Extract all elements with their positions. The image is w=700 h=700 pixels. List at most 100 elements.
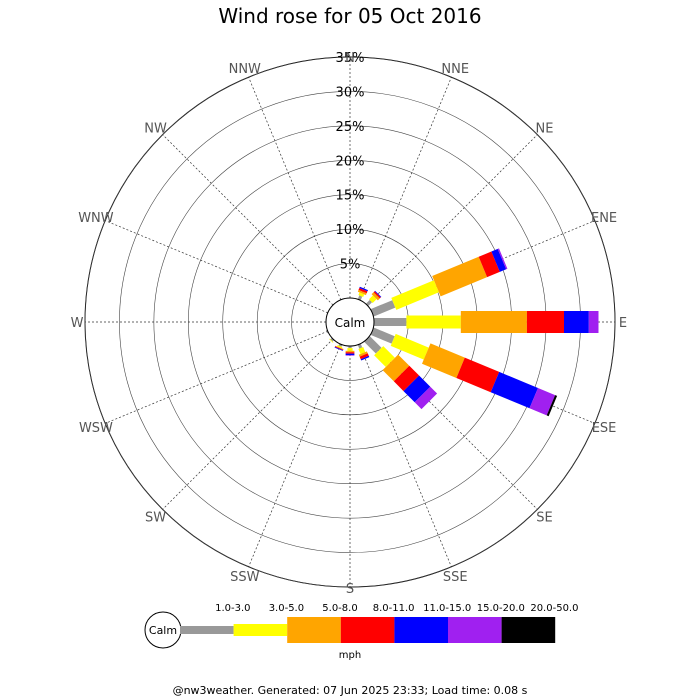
bar-segment-ese-11.0-15.0 [490,371,538,409]
direction-label-sw: SW [145,510,166,525]
direction-label-wsw: WSW [79,421,113,436]
bar-segment-e-1.0-3.0 [374,318,407,326]
direction-label-se: SE [536,510,552,525]
bar-segment-sw-3.0-5.0 [329,338,334,343]
bar-segment-ne-5.0-8.0 [371,292,380,301]
direction-label-s: S [346,582,354,597]
bar-segment-ese-3.0-5.0 [390,333,429,360]
bar-segment-s-8.0-11.0 [345,352,355,354]
legend-label: 11.0-15.0 [423,603,471,614]
direction-spoke [162,338,334,510]
bar-segment-se-11.0-15.0 [403,375,431,403]
bar-segment-sse-5.0-8.0 [358,351,368,357]
direction-label-nnw: NNW [229,62,261,77]
bar-segment-e-3.0-5.0 [406,315,461,329]
bar-segment-ese-8.0-11.0 [456,357,500,393]
bar-segment-ssw-3.0-5.0 [337,345,343,349]
direction-label-w: W [71,316,84,331]
direction-label-ese: ESE [592,421,617,436]
legend-label: 20.0-50.0 [530,603,578,614]
bar-segment-ene-15.0-20.0 [497,248,508,270]
footer-text: @nw3weather. Generated: 07 Jun 2025 23:3… [172,684,528,697]
bar-segment-ssw-8.0-11.0 [334,346,344,351]
bar-segment-nne-8.0-11.0 [358,288,368,294]
bar-segment-ssw-11.0-15.0 [334,346,343,351]
bar-segment-sse-11.0-15.0 [360,355,370,361]
legend-swatch-5.0-8.0 [287,617,341,643]
legend-swatch-15.0-20.0 [448,617,502,643]
bar-segment-nne-3.0-5.0 [358,292,365,297]
direction-spoke [358,77,452,300]
bar-segment-se-5.0-8.0 [382,354,410,382]
direction-spoke [248,344,342,567]
legend-label: 3.0-5.0 [269,603,304,614]
bar-segment-ese-20.0-50.0 [546,395,558,417]
bar-segment-s-1.0-3.0 [348,346,352,349]
legend-label: 5.0-8.0 [322,603,357,614]
bar-segment-ese-5.0-8.0 [422,343,465,378]
calm-label: Calm [335,316,366,330]
bar-segment-e-11.0-15.0 [564,311,589,333]
bar-segment-ese-1.0-3.0 [370,327,395,344]
direction-spoke [105,220,328,314]
bar-segment-sse-3.0-5.0 [358,347,366,355]
radial-tick-label: 10% [336,223,365,238]
bar-segment-ssw-5.0-8.0 [335,345,344,350]
calm-circle [325,297,375,347]
bar-segment-e-8.0-11.0 [526,311,564,333]
bar-segment-ene-8.0-11.0 [478,251,500,278]
direction-label-sse: SSE [443,570,468,585]
legend-swatch-1.0-3.0 [180,626,234,634]
bar-segment-wsw-1.0-3.0 [325,329,329,334]
radial-tick-label: 30% [336,85,365,100]
bar-segment-se-15.0-20.0 [414,386,438,410]
direction-spoke [105,330,328,424]
legend-unit: mph [339,650,361,661]
direction-spoke [358,344,452,567]
direction-label-n: N [345,51,355,66]
legend-swatch-20.0-50.0 [501,617,556,643]
legend-label: 15.0-20.0 [477,603,525,614]
bar-segment-sse-8.0-11.0 [359,353,369,360]
bar-segment-s-15.0-20.0 [345,355,355,356]
bar-segment-se-8.0-11.0 [393,365,420,392]
calm-center: Calm [325,297,375,347]
bar-segment-se-1.0-3.0 [364,336,382,354]
direction-label-ne: NE [535,122,553,137]
radial-tick-label: 20% [336,154,365,169]
bar-segment-s-3.0-5.0 [347,348,353,351]
legend-swatch-8.0-11.0 [340,617,395,643]
bar-segment-ssw-1.0-3.0 [338,343,343,347]
bar-segment-e-5.0-8.0 [460,311,527,333]
direction-label-wnw: WNW [78,211,114,226]
bar-segment-ne-8.0-11.0 [373,291,381,299]
direction-label-ssw: SSW [230,570,260,585]
legend-label: 1.0-3.0 [215,603,250,614]
bar-segment-s-5.0-8.0 [345,350,355,353]
legend-swatch-3.0-5.0 [233,624,288,636]
bar-segment-sw-1.0-3.0 [330,337,335,342]
bar-segment-ese-15.0-20.0 [529,388,556,416]
bar-segment-ene-11.0-15.0 [491,248,507,272]
radial-tick-label: 25% [336,120,365,135]
radial-tick-label: 15% [336,189,365,204]
bar-segment-ne-11.0-15.0 [374,290,382,298]
bar-segment-ene-5.0-8.0 [432,256,488,297]
legend-calm-label: Calm [149,624,177,637]
radial-tick-label: 35% [336,51,365,66]
direction-label-nne: NNE [441,62,469,77]
bar-segment-ne-1.0-3.0 [365,300,372,307]
direction-spoke [248,77,342,300]
labels-layer: 5%10%15%20%25%30%35%NNNENEENEEESESESSESS… [71,51,628,597]
legend: Calm 1.0-3.0 3.0-5.0 5.0-8.0 8.0-11.0 11.0-15… [144,603,578,661]
legend-swatch-11.0-15.0 [394,617,448,643]
bar-segment-ne-3.0-5.0 [369,295,377,303]
bar-segment-nne-11.0-15.0 [359,286,368,292]
chart-title: Wind rose for 05 Oct 2016 [218,4,482,28]
bar-segment-s-11.0-15.0 [345,353,355,355]
direction-label-ene: ENE [591,211,617,226]
bar-segment-ene-3.0-5.0 [391,280,439,310]
direction-spoke [162,134,334,306]
radial-tick-label: 5% [340,258,361,273]
